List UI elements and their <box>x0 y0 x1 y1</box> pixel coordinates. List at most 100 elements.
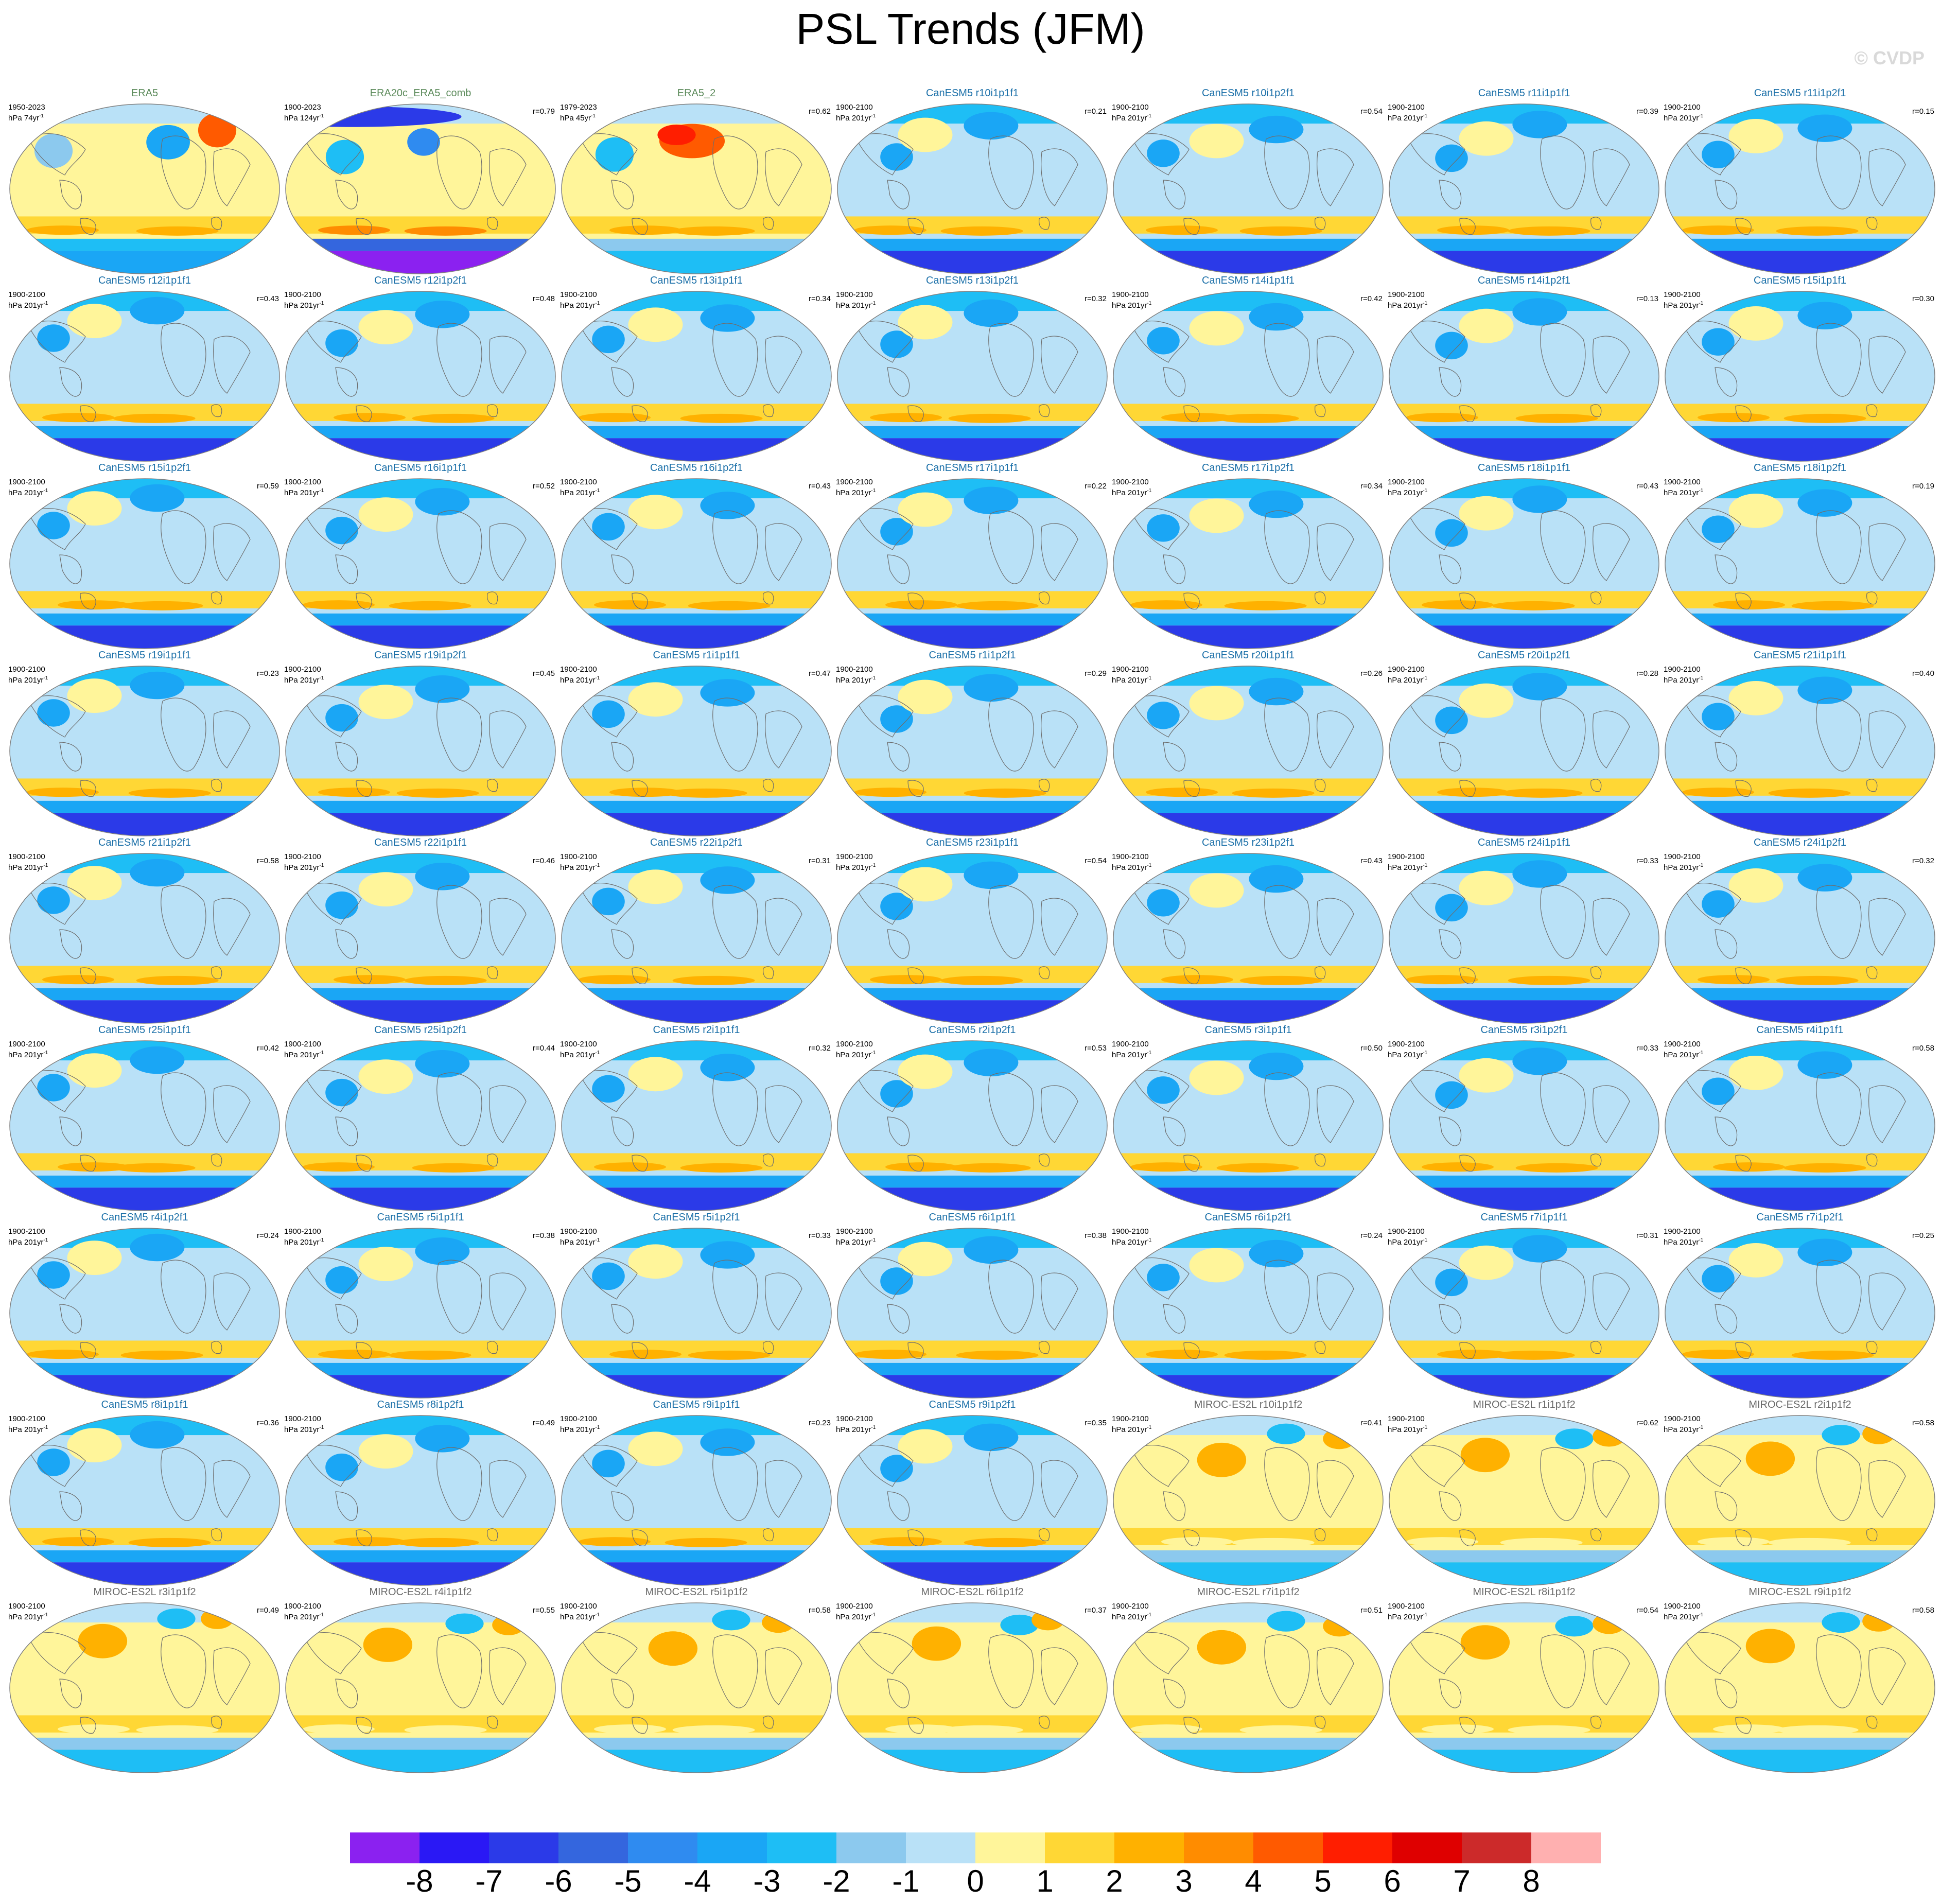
panel-title: CanESM5 r25i1p2f1 <box>374 1024 467 1036</box>
panel-years: 1900-2100 <box>1664 1227 1701 1236</box>
panel-years: 1900-2100 <box>1664 290 1701 299</box>
map-panel: CanESM5 r15i1p1f1 1900-2100 hPa 201yr-1 r=0… <box>1664 275 1936 462</box>
colorbar-swatch <box>767 1832 836 1863</box>
map-panel: CanESM5 r12i1p1f1 1900-2100 hPa 201yr-1 r=0… <box>8 275 281 462</box>
units-exponent: -1 <box>595 1425 600 1430</box>
colorbar-tick-label: -4 <box>684 1864 711 1898</box>
panel-years: 1900-2100 <box>8 1040 45 1049</box>
panel-years: 1900-2100 <box>1112 1040 1149 1049</box>
panel-units: hPa 201yr-1 <box>1664 675 1703 685</box>
panel-years: 1900-2100 <box>836 1414 873 1423</box>
panel-units: hPa 201yr-1 <box>560 1425 600 1434</box>
map-panel: CanESM5 r9i1p2f1 1900-2100 hPa 201yr-1 r=0.… <box>836 1399 1109 1586</box>
panel-title: CanESM5 r21i1p1f1 <box>1753 650 1847 661</box>
panel-units-text: hPa 201yr <box>1112 1238 1147 1247</box>
panel-title: CanESM5 r24i1p1f1 <box>1477 837 1571 848</box>
units-exponent: -1 <box>43 863 48 868</box>
trend-map <box>1113 291 1384 462</box>
panel-years: 1900-2100 <box>1664 852 1701 861</box>
colorbar-tick-label: -1 <box>892 1864 920 1898</box>
pattern-correlation: r=0.26 <box>1360 669 1383 678</box>
map-panel: CanESM5 r22i1p1f1 1900-2100 hPa 201yr-1 r=0… <box>284 837 557 1024</box>
panel-title: CanESM5 r18i1p1f1 <box>1477 462 1571 474</box>
panel-units-text: hPa 201yr <box>1664 488 1699 497</box>
trend-map <box>837 291 1108 462</box>
panel-units: hPa 201yr-1 <box>1112 1237 1151 1247</box>
pattern-correlation: r=0.42 <box>1360 294 1383 303</box>
panel-years: 1900-2100 <box>1664 1602 1701 1611</box>
panel-title: CanESM5 r7i1p1f1 <box>1480 1212 1568 1223</box>
map-panel: MIROC-ES2L r7i1p1f2 1900-2100 hPa 201yr-1 r… <box>1112 1586 1385 1774</box>
units-exponent: -1 <box>43 1237 48 1243</box>
map-panel: CanESM5 r19i1p2f1 1900-2100 hPa 201yr-1 r=0… <box>284 650 557 837</box>
panel-years: 1900-2100 <box>1664 1040 1701 1049</box>
panel-units: hPa 201yr-1 <box>8 1425 48 1434</box>
trend-map <box>1665 291 1935 462</box>
units-exponent: -1 <box>1147 863 1152 868</box>
panel-title: MIROC-ES2L r3i1p1f2 <box>93 1586 196 1598</box>
panel-units: hPa 201yr-1 <box>836 1612 876 1621</box>
map-panel: CanESM5 r7i1p1f1 1900-2100 hPa 201yr-1 r=0.… <box>1388 1212 1660 1399</box>
panel-units-text: hPa 201yr <box>284 863 320 872</box>
pattern-correlation: r=0.52 <box>533 482 555 491</box>
units-exponent: -1 <box>39 113 44 119</box>
panel-units-text: hPa 201yr <box>1388 488 1423 497</box>
panel-years: 1900-2100 <box>1112 1414 1149 1423</box>
panel-units: hPa 201yr-1 <box>8 863 48 872</box>
map-panel: CanESM5 r5i1p1f1 1900-2100 hPa 201yr-1 r=0.… <box>284 1212 557 1399</box>
panel-title: CanESM5 r17i1p2f1 <box>1201 462 1295 474</box>
map-panel: CanESM5 r20i1p1f1 1900-2100 hPa 201yr-1 r=0… <box>1112 650 1385 837</box>
panel-units: hPa 201yr-1 <box>560 1237 600 1247</box>
units-exponent: -1 <box>43 675 48 681</box>
panel-units: hPa 201yr-1 <box>1112 1612 1151 1621</box>
pattern-correlation: r=0.38 <box>1085 1231 1107 1240</box>
panel-units-text: hPa 45yr <box>560 114 591 123</box>
panel-units: hPa 201yr-1 <box>836 301 876 310</box>
panel-years: 1900-2100 <box>1388 290 1425 299</box>
trend-map <box>9 1040 280 1211</box>
panel-title: CanESM5 r14i1p1f1 <box>1201 275 1295 286</box>
panel-title: CanESM5 r12i1p2f1 <box>374 275 467 286</box>
pattern-correlation: r=0.49 <box>533 1419 555 1427</box>
panel-title: CanESM5 r10i1p1f1 <box>925 88 1019 99</box>
panel-units: hPa 201yr-1 <box>8 301 48 310</box>
units-exponent: -1 <box>1423 113 1428 119</box>
map-panel: CanESM5 r18i1p2f1 1900-2100 hPa 201yr-1 r=0… <box>1664 462 1936 650</box>
panel-units: hPa 201yr-1 <box>836 863 876 872</box>
panel-years: 1900-2100 <box>1388 1602 1425 1611</box>
trend-map <box>837 1415 1108 1586</box>
map-panel: MIROC-ES2L r4i1p1f2 1900-2100 hPa 201yr-1 r… <box>284 1586 557 1774</box>
colorbar-tick-label: -7 <box>475 1864 503 1898</box>
pattern-correlation: r=0.37 <box>1085 1606 1107 1615</box>
units-exponent: -1 <box>1147 1612 1152 1618</box>
panel-title: CanESM5 r7i1p2f1 <box>1756 1212 1844 1223</box>
map-panel: CanESM5 r8i1p2f1 1900-2100 hPa 201yr-1 r=0.… <box>284 1399 557 1586</box>
units-exponent: -1 <box>319 675 324 681</box>
panel-title: ERA20c_ERA5_comb <box>370 88 471 99</box>
panel-units: hPa 74yr-1 <box>8 113 44 123</box>
pattern-correlation: r=0.54 <box>1085 857 1107 865</box>
panel-title: CanESM5 r13i1p2f1 <box>925 275 1019 286</box>
panel-title: CanESM5 r14i1p2f1 <box>1477 275 1571 286</box>
pattern-correlation: r=0.34 <box>1360 482 1383 491</box>
trend-map <box>1665 103 1935 274</box>
panel-units-text: hPa 201yr <box>560 488 596 497</box>
map-panel: CanESM5 r15i1p2f1 1900-2100 hPa 201yr-1 r=0… <box>8 462 281 650</box>
panel-years: 1900-2100 <box>1112 852 1149 861</box>
map-panel: CanESM5 r10i1p2f1 1900-2100 hPa 201yr-1 r=0… <box>1112 88 1385 275</box>
panel-units-text: hPa 201yr <box>836 1051 871 1059</box>
panel-years: 1900-2100 <box>560 478 597 486</box>
pattern-correlation: r=0.15 <box>1912 107 1934 116</box>
panel-years: 1900-2100 <box>1388 103 1425 112</box>
pattern-correlation: r=0.28 <box>1636 669 1658 678</box>
trend-map <box>837 1602 1108 1773</box>
panel-title: MIROC-ES2L r6i1p1f2 <box>921 1586 1024 1598</box>
panel-units-text: hPa 201yr <box>1112 301 1147 310</box>
panel-title: CanESM5 r4i1p1f1 <box>1756 1024 1844 1036</box>
panel-years: 1900-2100 <box>836 103 873 112</box>
panel-units-text: hPa 201yr <box>836 676 871 685</box>
map-panel: CanESM5 r16i1p1f1 1900-2100 hPa 201yr-1 r=0… <box>284 462 557 650</box>
panel-title: MIROC-ES2L r7i1p1f2 <box>1197 1586 1300 1598</box>
trend-map <box>837 1228 1108 1399</box>
panel-units: hPa 201yr-1 <box>560 1050 600 1059</box>
